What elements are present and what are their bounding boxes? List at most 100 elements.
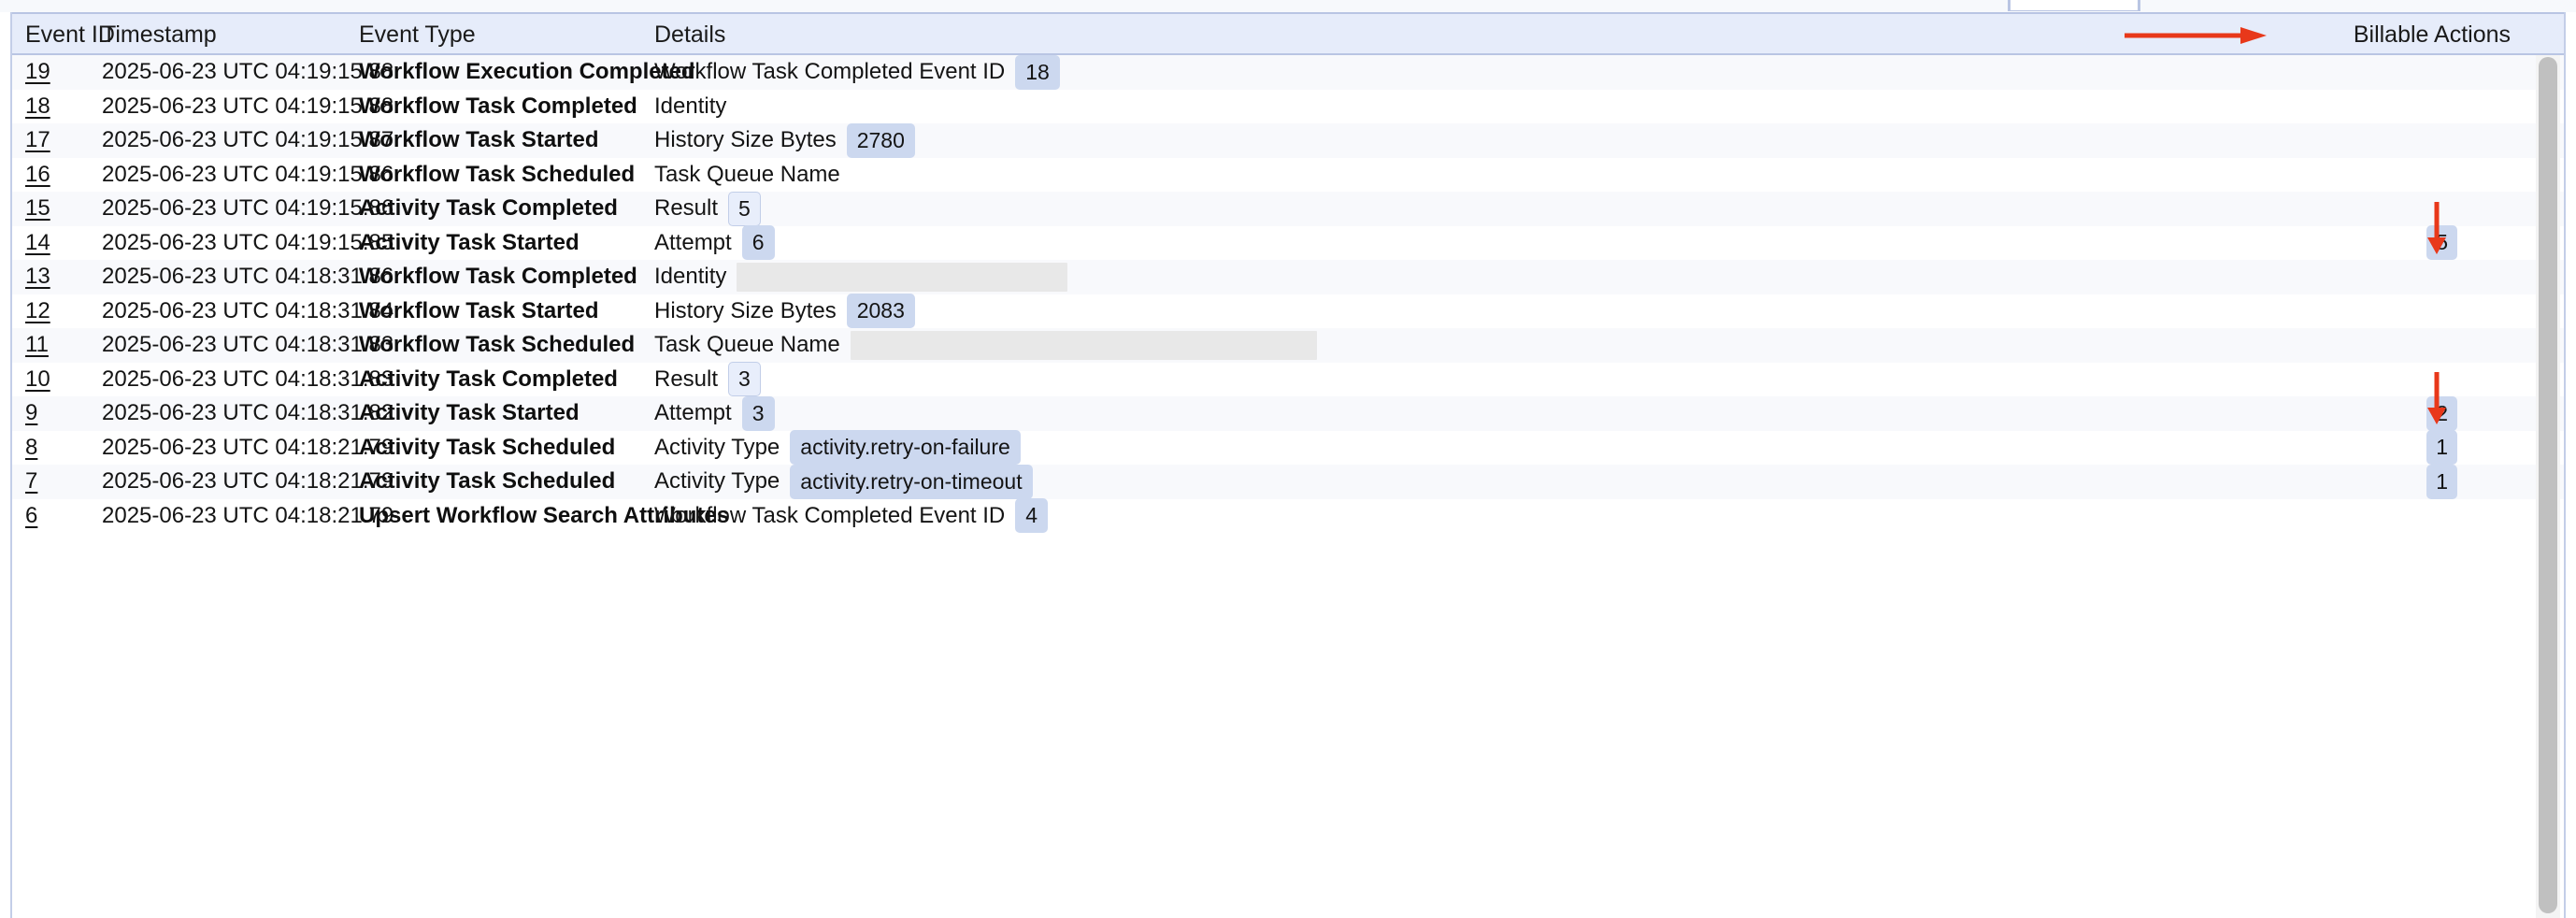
event-timestamp: 2025-06-23 UTC 04:19:15.87: [102, 127, 394, 152]
event-id-link[interactable]: 13: [25, 264, 50, 289]
event-timestamp: 2025-06-23 UTC 04:19:15.85: [102, 229, 394, 255]
detail-label: Attempt: [654, 400, 732, 425]
event-id-link[interactable]: 15: [25, 195, 50, 221]
event-details: Workflow Task Completed Event ID 18: [654, 54, 1060, 90]
table-row[interactable]: 15 2025-06-23 UTC 04:19:15.86 Activity Tas…: [12, 191, 2564, 226]
event-id-link[interactable]: 8: [25, 434, 38, 460]
column-header-event-id[interactable]: Event ID: [25, 22, 115, 48]
event-details: Task Queue Name: [654, 158, 840, 193]
event-type: Workflow Task Scheduled: [359, 332, 636, 357]
table-header-row: Event ID Timestamp Event Type Details Bi…: [12, 12, 2564, 55]
table-row[interactable]: 18 2025-06-23 UTC 04:19:15.88 Workflow Tas…: [12, 89, 2564, 124]
detail-value-badge: 2780: [846, 122, 915, 158]
detail-label: Attempt: [654, 229, 732, 255]
event-details: Attempt 3: [654, 395, 775, 431]
event-details: Activity Type activity.retry-on-failure: [654, 430, 1021, 466]
event-timestamp: 2025-06-23 UTC 04:18:21.79: [102, 434, 394, 460]
event-type: Activity Task Scheduled: [359, 434, 616, 460]
event-type: Activity Task Started: [359, 400, 580, 425]
arrow-right-icon: [2125, 27, 2267, 44]
event-type: Workflow Task Completed: [359, 93, 637, 119]
table-row[interactable]: 17 2025-06-23 UTC 04:19:15.87 Workflow Tas…: [12, 122, 2564, 158]
event-details: Result 5: [654, 191, 761, 226]
event-details: Task Queue Name: [654, 328, 1317, 363]
billable-actions-badge: 5: [2426, 225, 2457, 261]
table-row[interactable]: 10 2025-06-23 UTC 04:18:31.83 Activity Tas…: [12, 362, 2564, 397]
event-id-link[interactable]: 18: [25, 93, 50, 119]
event-details: History Size Bytes 2780: [654, 122, 915, 158]
detail-label: Task Queue Name: [654, 161, 840, 187]
event-type: Workflow Task Completed: [359, 264, 637, 289]
event-timestamp: 2025-06-23 UTC 04:19:15.86: [102, 161, 394, 187]
table-row[interactable]: 16 2025-06-23 UTC 04:19:15.86 Workflow Tas…: [12, 157, 2564, 193]
page-top-strip: [0, 0, 2576, 12]
event-id-link[interactable]: 6: [25, 502, 38, 528]
table-row[interactable]: 6 2025-06-23 UTC 04:18:21.79 Upsert Workfl…: [12, 498, 2564, 534]
detail-value-badge: 18: [1015, 54, 1060, 90]
event-type: Upsert Workflow Search Attributes: [359, 502, 730, 528]
table-row[interactable]: 19 2025-06-23 UTC 04:19:15.88 Workflow Exe…: [12, 54, 2564, 90]
detail-value-redacted: [850, 330, 1317, 360]
event-id-link[interactable]: 16: [25, 161, 50, 187]
event-id-link[interactable]: 17: [25, 127, 50, 152]
detail-label: History Size Bytes: [654, 297, 837, 323]
event-details: History Size Bytes 2083: [654, 294, 915, 329]
detail-label: Result: [654, 366, 719, 392]
column-header-timestamp[interactable]: Timestamp: [102, 22, 217, 48]
event-id-link[interactable]: 9: [25, 400, 38, 425]
detail-value-badge: 3: [728, 362, 761, 397]
column-header-billable-actions[interactable]: Billable Actions: [2353, 22, 2511, 48]
billable-actions-cell: 2: [2426, 395, 2457, 431]
detail-label: History Size Bytes: [654, 127, 837, 152]
partial-control-above-table[interactable]: [2008, 0, 2140, 11]
table-row[interactable]: 12 2025-06-23 UTC 04:18:31.84 Workflow Tas…: [12, 294, 2564, 329]
vertical-scrollbar-thumb[interactable]: [2539, 57, 2557, 913]
event-id-link[interactable]: 10: [25, 366, 50, 392]
column-header-event-type[interactable]: Event Type: [359, 22, 476, 48]
detail-value-badge: 2083: [846, 294, 915, 329]
event-id-link[interactable]: 12: [25, 297, 50, 323]
table-row[interactable]: 11 2025-06-23 UTC 04:18:31.83 Workflow Tas…: [12, 328, 2564, 363]
event-timestamp: 2025-06-23 UTC 04:19:15.88: [102, 59, 394, 84]
event-id-link[interactable]: 14: [25, 229, 50, 255]
vertical-scrollbar-track[interactable]: [2536, 55, 2560, 918]
event-details: Identity: [654, 260, 1068, 294]
table-row[interactable]: 9 2025-06-23 UTC 04:18:31.82 Activity Task…: [12, 395, 2564, 431]
detail-label: Identity: [654, 93, 727, 119]
detail-value-badge: activity.retry-on-failure: [790, 430, 1021, 466]
table-row[interactable]: 13 2025-06-23 UTC 04:18:31.86 Workflow Tas…: [12, 260, 2564, 294]
event-details: Attempt 6: [654, 225, 775, 261]
event-type: Activity Task Scheduled: [359, 468, 616, 494]
event-details: Result 3: [654, 362, 761, 397]
billable-actions-cell: 5: [2426, 225, 2457, 261]
billable-actions-badge: 1: [2426, 464, 2457, 499]
event-timestamp: 2025-06-23 UTC 04:18:21.79: [102, 468, 394, 494]
detail-value-badge: 3: [741, 395, 775, 431]
event-history-table: Event ID Timestamp Event Type Details Bi…: [10, 12, 2566, 918]
detail-label: Activity Type: [654, 468, 780, 494]
detail-label: Result: [654, 195, 719, 221]
column-header-details[interactable]: Details: [654, 22, 726, 48]
detail-value-badge: activity.retry-on-timeout: [790, 464, 1033, 499]
billable-actions-cell: 1: [2426, 430, 2457, 466]
event-type: Activity Task Started: [359, 229, 580, 255]
event-id-link[interactable]: 7: [25, 468, 38, 494]
table-row[interactable]: 7 2025-06-23 UTC 04:18:21.79 Activity Task…: [12, 464, 2564, 499]
event-type: Activity Task Completed: [359, 195, 618, 221]
detail-value-badge: 4: [1015, 498, 1049, 534]
event-timestamp: 2025-06-23 UTC 04:18:21.79: [102, 502, 394, 528]
table-row[interactable]: 8 2025-06-23 UTC 04:18:21.79 Activity Task…: [12, 430, 2564, 466]
billable-actions-cell: 1: [2426, 464, 2457, 499]
event-details: Workflow Task Completed Event ID 4: [654, 498, 1049, 534]
event-timestamp: 2025-06-23 UTC 04:18:31.86: [102, 264, 394, 289]
event-timestamp: 2025-06-23 UTC 04:18:31.83: [102, 366, 394, 392]
table-row[interactable]: 14 2025-06-23 UTC 04:19:15.85 Activity Tas…: [12, 225, 2564, 261]
event-id-link[interactable]: 19: [25, 59, 50, 84]
event-id-link[interactable]: 11: [25, 332, 49, 357]
event-type: Workflow Task Scheduled: [359, 161, 636, 187]
event-type: Activity Task Completed: [359, 366, 618, 392]
detail-label: Activity Type: [654, 434, 780, 460]
event-details: Identity: [654, 90, 726, 124]
detail-label: Identity: [654, 264, 727, 289]
detail-label: Task Queue Name: [654, 332, 840, 357]
